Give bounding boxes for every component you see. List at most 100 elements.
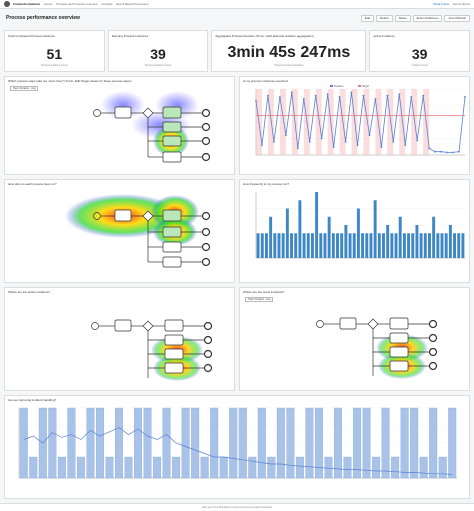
series-line-duration <box>255 92 466 153</box>
top-navigation-bar: Camunda Optimize Home Process performanc… <box>0 0 474 9</box>
bar <box>390 233 394 258</box>
bar <box>391 456 400 479</box>
bar <box>134 407 142 479</box>
kpi-value: 51 <box>46 46 63 62</box>
bar <box>343 456 352 479</box>
report-overdue-line-chart[interactable]: Is my process instances overdue? Duratio… <box>239 76 470 175</box>
bar <box>369 233 373 258</box>
data-point <box>267 94 269 97</box>
report-title: Where are the active incidents? <box>8 290 51 294</box>
overdue-band <box>387 89 394 155</box>
user-menu[interactable]: Demo Demo <box>453 2 470 6</box>
report-frequency-bar-chart[interactable]: How frequently is my process run? <box>239 179 470 283</box>
bar <box>181 407 190 479</box>
bar <box>298 200 302 258</box>
end-event <box>201 211 211 221</box>
task-box <box>162 209 182 222</box>
task-box <box>114 106 132 119</box>
edit-button[interactable]: Edit <box>360 15 374 22</box>
bar <box>200 456 209 479</box>
brand-name[interactable]: Camunda Optimize <box>13 2 41 6</box>
bar <box>238 407 247 479</box>
bar <box>315 192 319 258</box>
bar <box>331 233 335 258</box>
bar <box>105 456 114 479</box>
end-event <box>203 321 213 331</box>
report-heatmap-duration[interactable]: Which process steps take too much time? … <box>4 76 235 175</box>
bar <box>276 407 285 479</box>
bar <box>229 407 238 479</box>
fullscreen-button[interactable]: Enter Fullscreen <box>412 15 443 22</box>
bar <box>256 233 260 258</box>
bar <box>310 233 314 258</box>
data-point <box>464 96 466 98</box>
delete-button[interactable]: Delete <box>375 15 393 22</box>
nav-event-processes[interactable]: Event Based Processes <box>116 2 149 6</box>
bar <box>372 456 381 479</box>
bar <box>314 407 323 479</box>
kpi-completed-instances[interactable]: Total Completed Process Instances 51 Pro… <box>4 30 105 72</box>
start-event <box>93 212 101 220</box>
data-point <box>332 146 335 148</box>
report-worst-incidents-heatmap[interactable]: Where are the worst incidents? Heat: Dur… <box>239 287 470 391</box>
kpi-process-duration[interactable]: Aggregated Process Duration (To be: Hold… <box>211 30 367 72</box>
task-box <box>162 151 182 163</box>
camunda-logo-icon[interactable] <box>4 1 10 7</box>
bar <box>386 225 390 258</box>
incident-handling-combo-chart <box>18 407 457 479</box>
nav-dashboard[interactable]: Process performance overview <box>56 2 98 6</box>
data-point <box>308 140 311 143</box>
heat-spot <box>101 91 145 119</box>
kpi-subtitle: Process Instance Count <box>144 64 172 67</box>
bar <box>448 407 457 479</box>
report-title: Where are the worst incidents? <box>243 290 285 294</box>
data-point <box>296 147 299 150</box>
kpi-subtitle: Incident Count <box>411 64 428 67</box>
bpmn-frequency-heatmap <box>65 194 211 268</box>
end-event <box>201 227 211 237</box>
auto-refresh-button[interactable]: Auto Refresh <box>444 15 470 22</box>
page-title[interactable]: Process performance overview <box>6 15 80 21</box>
data-point <box>344 140 347 143</box>
bar <box>76 456 85 479</box>
data-point <box>273 140 275 143</box>
kpi-title: Running Process Instances <box>111 34 149 38</box>
bar <box>438 456 447 479</box>
data-point <box>416 139 419 142</box>
bar <box>281 233 285 258</box>
data-point <box>428 147 431 150</box>
kpi-active-incidents[interactable]: Active Incidents 39 Incident Count <box>369 30 471 72</box>
heat-type-select[interactable]: Heat: Duration - Avg <box>245 297 273 302</box>
bpmn-worst-incidents-heatmap <box>316 317 438 379</box>
end-event <box>203 335 213 345</box>
whats-new-link[interactable]: What's New <box>433 2 450 6</box>
report-title: Is my process instances overdue? <box>243 79 289 83</box>
heat-type-select[interactable]: Heat: Duration - Avg <box>10 86 38 91</box>
nav-home[interactable]: Home <box>44 2 53 6</box>
share-button[interactable]: Share <box>394 15 411 22</box>
bar <box>162 407 171 479</box>
report-incident-handling-chart[interactable]: Are we improving incident handling? <box>4 395 470 499</box>
bar <box>419 456 428 479</box>
bar <box>362 407 371 479</box>
kpi-value: 39 <box>150 46 166 62</box>
nav-analysis[interactable]: Analysis <box>101 2 113 6</box>
report-active-incidents-heatmap[interactable]: Where are the active incidents? <box>4 287 235 391</box>
data-point <box>398 93 401 96</box>
data-point <box>290 91 293 94</box>
bar <box>361 233 365 258</box>
overdue-band <box>411 89 418 155</box>
bar <box>124 456 133 479</box>
dashboard-header: Process performance overview Edit Delete… <box>4 12 470 24</box>
bar <box>319 233 323 258</box>
kpi-running-instances[interactable]: Running Process Instances 39 Process Ins… <box>107 30 209 72</box>
data-point <box>446 151 448 154</box>
bpmn-heatmap-diagram <box>93 91 211 163</box>
bar <box>324 456 333 479</box>
report-title: Which process steps take too much time? … <box>8 79 132 83</box>
bar <box>286 407 295 479</box>
kpi-title: Active Incidents <box>373 34 395 38</box>
report-heatmap-frequency[interactable]: How often is each process step run? <box>4 179 235 283</box>
bar <box>305 407 314 479</box>
bar <box>394 233 398 258</box>
